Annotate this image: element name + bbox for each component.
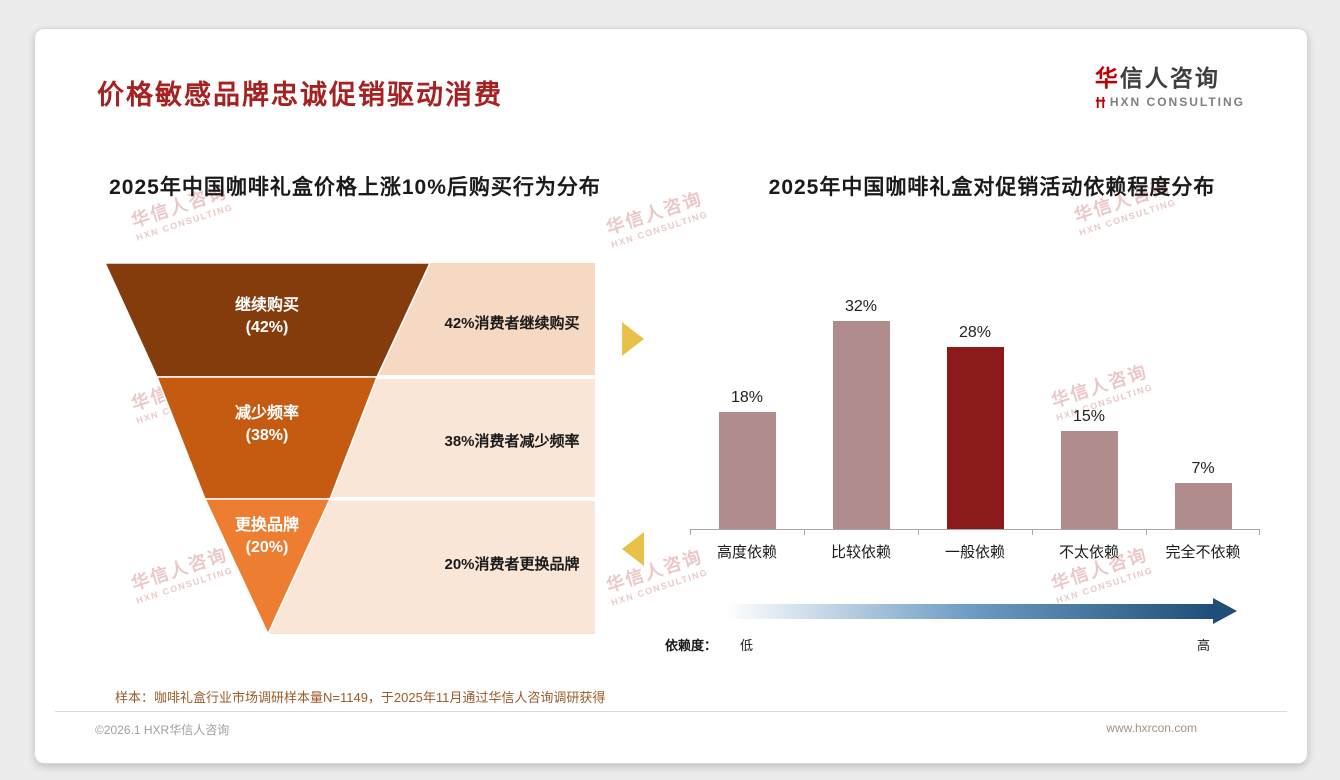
funnel-level-name: 更换品牌 bbox=[234, 517, 299, 534]
dependency-gradient-shaft bbox=[725, 604, 1213, 619]
axis-tick bbox=[1259, 530, 1260, 535]
funnel-annotation-panel bbox=[267, 501, 595, 634]
bar bbox=[718, 412, 776, 529]
axis-tick bbox=[804, 530, 805, 535]
bar-group: 32% bbox=[804, 298, 918, 529]
slide-card: 价格敏感品牌忠诚促销驱动消费 华信人咨询 HXN CONSULTING 2025… bbox=[34, 28, 1308, 764]
funnel-level-label: 更换品牌 (20%) bbox=[167, 515, 367, 559]
logo-name-red: 华 bbox=[1094, 65, 1120, 91]
funnel-level-label: 减少频率 (38%) bbox=[167, 403, 367, 447]
bar-group: 7% bbox=[1146, 460, 1260, 529]
dependency-low-label: 低 bbox=[740, 638, 754, 653]
funnel-chart bbox=[105, 262, 595, 636]
funnel-chart-title: 2025年中国咖啡礼盒价格上涨10%后购买行为分布 bbox=[109, 176, 601, 199]
axis-tick bbox=[1146, 530, 1147, 535]
dependency-axis-label: 依赖度： bbox=[665, 638, 718, 653]
axis-tick bbox=[690, 530, 691, 535]
bar-value-label: 18% bbox=[730, 389, 764, 406]
bar-highlighted bbox=[946, 347, 1004, 529]
footer-divider bbox=[55, 711, 1287, 712]
footer-website: www.hxrcon.com bbox=[1106, 721, 1197, 735]
slide-content: 价格敏感品牌忠诚促销驱动消费 华信人咨询 HXN CONSULTING 2025… bbox=[35, 29, 1307, 763]
bar bbox=[1060, 431, 1118, 529]
bar bbox=[1174, 483, 1232, 529]
category-label: 完全不依赖 bbox=[1165, 544, 1241, 561]
funnel-annotation: 38%消费者减少频率 bbox=[444, 433, 580, 450]
bar bbox=[832, 321, 890, 529]
axis-tick bbox=[918, 530, 919, 535]
axis-tick bbox=[1032, 530, 1033, 535]
category-label: 一般依赖 bbox=[944, 544, 1005, 561]
dependency-high-label: 高 bbox=[1197, 638, 1211, 653]
logo-subtitle-row: HXN CONSULTING bbox=[1095, 95, 1245, 109]
funnel-level-value: (42%) bbox=[245, 319, 289, 336]
footer-copyright: ©2026.1 HXR华信人咨询 bbox=[95, 723, 230, 737]
funnel-annotation: 20%消费者更换品牌 bbox=[444, 556, 580, 573]
bar-value-label: 28% bbox=[958, 324, 992, 341]
bar-group: 15% bbox=[1032, 408, 1146, 529]
funnel-level-value: (38%) bbox=[245, 427, 289, 444]
logo-mark-icon bbox=[1095, 96, 1106, 109]
company-logo: 华信人咨询 HXN CONSULTING bbox=[1095, 59, 1245, 109]
funnel-level-name: 继续购买 bbox=[234, 297, 299, 314]
logo-name: 华信人咨询 bbox=[1095, 59, 1245, 93]
bar-chart: 18% 32% 28% 15% 7% bbox=[690, 291, 1260, 530]
category-label: 高度依赖 bbox=[716, 544, 777, 561]
bar-value-label: 32% bbox=[844, 298, 878, 315]
category-label: 不太依赖 bbox=[1058, 544, 1119, 561]
flow-arrow-right-icon bbox=[622, 322, 644, 356]
bar-value-label: 15% bbox=[1072, 408, 1106, 425]
funnel-level-value: (20%) bbox=[245, 539, 289, 556]
bar-group: 28% bbox=[918, 324, 1032, 529]
funnel-level bbox=[203, 498, 332, 636]
logo-name-rest: 信人咨询 bbox=[1119, 65, 1220, 91]
funnel-level-label: 继续购买 (42%) bbox=[167, 295, 367, 339]
page-title: 价格敏感品牌忠诚促销驱动消费 bbox=[97, 80, 503, 110]
x-axis-ticks bbox=[690, 530, 1260, 536]
category-label: 比较依赖 bbox=[830, 544, 891, 561]
sample-footnote: 样本：咖啡礼盒行业市场调研样本量N=1149，于2025年11月通过华信人咨询调… bbox=[115, 690, 606, 705]
bar-chart-title: 2025年中国咖啡礼盒对促销活动依赖程度分布 bbox=[768, 176, 1216, 199]
funnel-level-name: 减少频率 bbox=[234, 405, 299, 422]
flow-arrow-left-icon bbox=[622, 532, 644, 566]
bar-group: 18% bbox=[690, 389, 804, 529]
funnel-annotation: 42%消费者继续购买 bbox=[444, 315, 580, 332]
bar-value-label: 7% bbox=[1191, 460, 1215, 477]
dependency-gradient-head bbox=[1213, 598, 1237, 624]
x-axis-labels: 高度依赖 比较依赖 一般依赖 不太依赖 完全不依赖 bbox=[690, 541, 1260, 562]
logo-subtitle: HXN CONSULTING bbox=[1109, 95, 1245, 109]
